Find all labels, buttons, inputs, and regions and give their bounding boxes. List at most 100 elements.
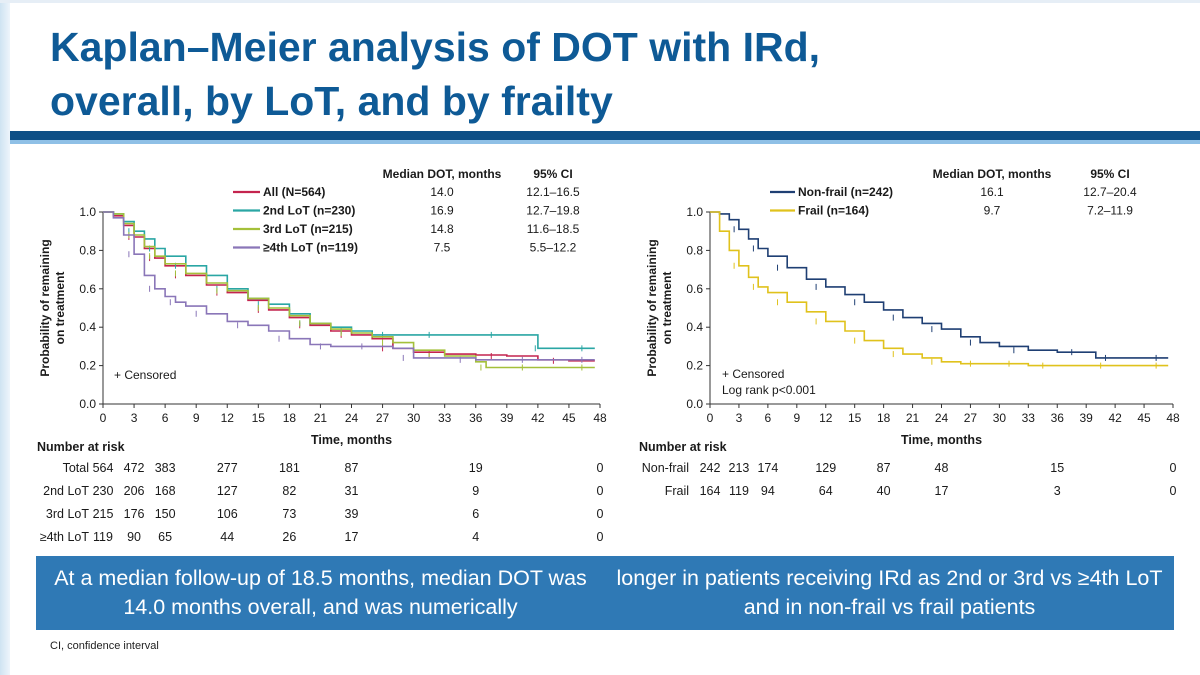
x-tick-label: 36 xyxy=(469,411,483,425)
risk-value: 31 xyxy=(345,484,359,498)
log-rank-annotation: Log rank p<0.001 xyxy=(722,383,816,397)
risk-value: 40 xyxy=(877,484,891,498)
x-tick-label: 45 xyxy=(562,411,576,425)
risk-value: 87 xyxy=(345,461,359,475)
x-tick-label: 33 xyxy=(1022,411,1036,425)
y-axis-label-line-1: Probability of remaining xyxy=(38,239,52,376)
series-line-1 xyxy=(710,211,1169,359)
x-tick-label: 39 xyxy=(1080,411,1094,425)
risk-value: 48 xyxy=(935,461,949,475)
risk-value: 168 xyxy=(155,484,176,498)
legend-median-1: 16.1 xyxy=(980,185,1004,199)
top-line xyxy=(0,0,1200,3)
risk-value: 9 xyxy=(472,484,479,498)
risk-value: 472 xyxy=(124,461,145,475)
x-tick-label: 12 xyxy=(819,411,833,425)
banner-line-1: At a median follow-up of 18.5 months, me… xyxy=(54,566,587,619)
risk-value: 0 xyxy=(597,484,604,498)
y-axis-label-line-2: on treatment xyxy=(660,272,674,345)
legend-median-3: 14.8 xyxy=(430,222,454,236)
censored-label: + Censored xyxy=(114,368,176,382)
x-tick-label: 48 xyxy=(593,411,607,425)
legend-label-4: ≥4th LoT (n=119) xyxy=(263,241,358,255)
y-axis-label: Probability of remainingon treatment xyxy=(645,239,674,376)
legend-median-1: 14.0 xyxy=(430,185,454,199)
x-tick-label: 18 xyxy=(877,411,891,425)
legend-header-ci: 95% CI xyxy=(533,167,572,181)
risk-value: 90 xyxy=(127,530,141,544)
x-tick-label: 12 xyxy=(221,411,235,425)
risk-value: 242 xyxy=(700,461,721,475)
x-tick-label: 45 xyxy=(1137,411,1151,425)
y-axis-label: Probability of remainingon treatment xyxy=(38,239,67,376)
series-line-4 xyxy=(103,211,595,361)
risk-value: 0 xyxy=(597,530,604,544)
risk-value: 129 xyxy=(815,461,836,475)
risk-value: 0 xyxy=(597,461,604,475)
series-line-3 xyxy=(103,211,595,369)
series-line-2 xyxy=(710,211,1169,367)
risk-value: 230 xyxy=(93,484,114,498)
x-tick-label: 0 xyxy=(707,411,714,425)
risk-row-label-3: 3rd LoT xyxy=(46,507,89,521)
legend-ci-1: 12.1–16.5 xyxy=(526,185,580,199)
x-tick-label: 30 xyxy=(993,411,1007,425)
y-tick-label: 0.0 xyxy=(79,397,96,411)
x-tick-label: 39 xyxy=(500,411,514,425)
legend-label-1: Non-frail (n=242) xyxy=(798,185,893,199)
risk-value: 206 xyxy=(124,484,145,498)
legend-ci-4: 5.5–12.2 xyxy=(530,241,577,255)
legend-median-2: 9.7 xyxy=(984,204,1001,218)
footnote: CI, confidence interval xyxy=(50,640,159,652)
x-tick-label: 24 xyxy=(345,411,359,425)
risk-value: 383 xyxy=(155,461,176,475)
risk-row-label-4: ≥4th LoT xyxy=(40,530,90,544)
risk-value: 0 xyxy=(1170,484,1177,498)
x-tick-label: 3 xyxy=(131,411,138,425)
legend-label-2: Frail (n=164) xyxy=(798,204,869,218)
x-tick-label: 24 xyxy=(935,411,949,425)
x-tick-label: 18 xyxy=(283,411,297,425)
x-tick-label: 27 xyxy=(964,411,978,425)
risk-value: 4 xyxy=(472,530,479,544)
risk-value: 26 xyxy=(282,530,296,544)
risk-value: 19 xyxy=(469,461,483,475)
risk-value: 164 xyxy=(700,484,721,498)
left-decoration xyxy=(0,0,10,675)
x-tick-label: 21 xyxy=(906,411,920,425)
legend-ci-1: 12.7–20.4 xyxy=(1083,185,1137,199)
risk-value: 150 xyxy=(155,507,176,521)
y-axis-label-line-1: Probability of remaining xyxy=(645,239,659,376)
risk-value: 82 xyxy=(282,484,296,498)
risk-value: 87 xyxy=(877,461,891,475)
y-tick-label: 0.6 xyxy=(79,282,96,296)
y-tick-label: 0.2 xyxy=(79,359,96,373)
legend-ci-2: 12.7–19.8 xyxy=(526,204,580,218)
legend-ci-2: 7.2–11.9 xyxy=(1087,204,1133,218)
y-tick-label: 1.0 xyxy=(79,205,96,219)
risk-table-title: Number at risk xyxy=(639,440,727,454)
legend-label-1: All (N=564) xyxy=(263,185,325,199)
x-tick-label: 15 xyxy=(252,411,266,425)
risk-value: 277 xyxy=(217,461,238,475)
x-axis-label: Time, months xyxy=(311,433,392,447)
x-tick-label: 21 xyxy=(314,411,328,425)
risk-value: 127 xyxy=(217,484,238,498)
y-axis-label-line-2: on treatment xyxy=(53,272,67,345)
x-tick-label: 9 xyxy=(193,411,200,425)
y-tick-label: 1.0 xyxy=(686,205,703,219)
y-tick-label: 0.6 xyxy=(686,282,703,296)
risk-value: 6 xyxy=(472,507,479,521)
risk-value: 65 xyxy=(158,530,172,544)
risk-value: 174 xyxy=(757,461,778,475)
risk-value: 15 xyxy=(1050,461,1064,475)
x-tick-label: 33 xyxy=(438,411,452,425)
risk-value: 17 xyxy=(935,484,949,498)
km-chart-2: 0 3 6 9 12 15 18 21 24 27 30 33 36 39 42 45 480.00.20.40… xyxy=(639,167,1180,498)
risk-row-label-2: Frail xyxy=(665,484,689,498)
km-chart-1: 0 3 6 9 12 15 18 21 24 27 30 33 36 39 42 45 480.00.20.40… xyxy=(37,167,607,544)
x-tick-label: 15 xyxy=(848,411,862,425)
legend-ci-3: 11.6–18.5 xyxy=(527,222,580,236)
title-rule xyxy=(10,131,1200,140)
